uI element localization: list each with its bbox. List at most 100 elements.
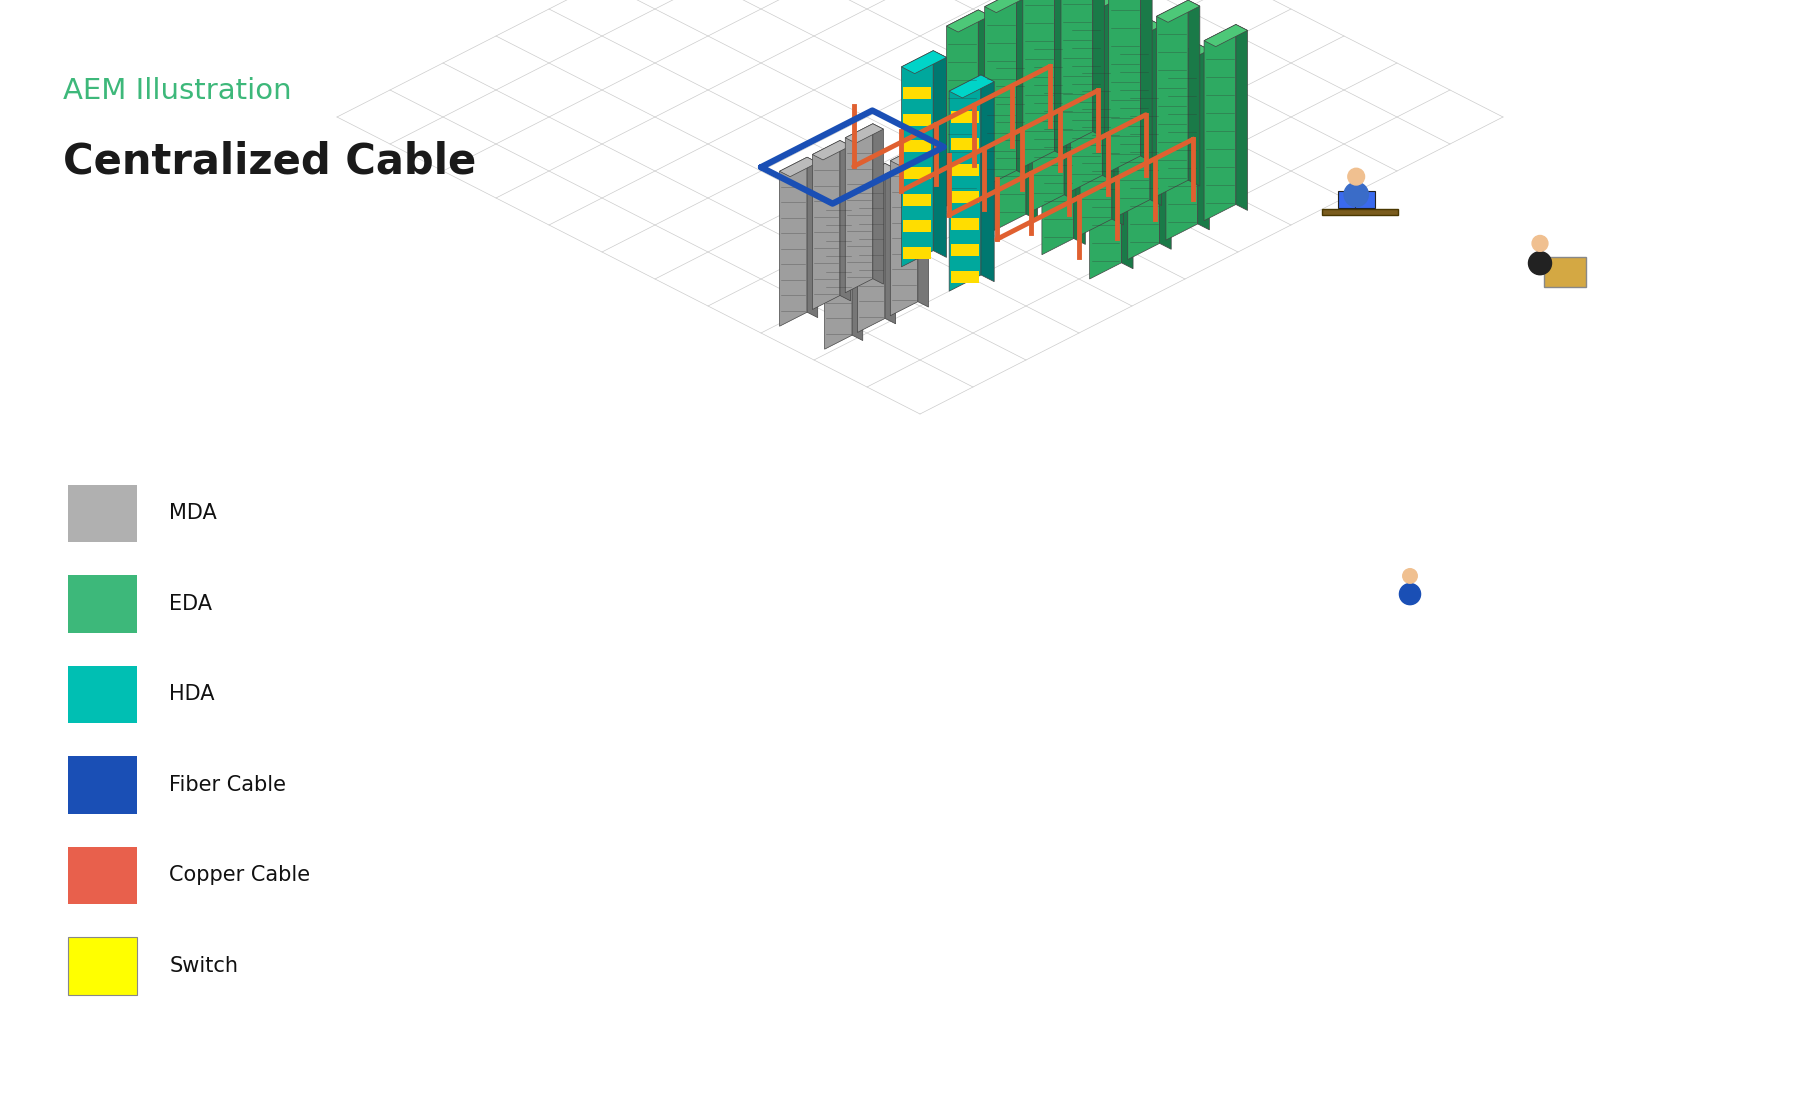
FancyBboxPatch shape: [68, 575, 137, 633]
Polygon shape: [886, 163, 896, 323]
Polygon shape: [1129, 63, 1172, 85]
Polygon shape: [949, 75, 981, 291]
FancyBboxPatch shape: [68, 756, 137, 814]
Polygon shape: [841, 140, 851, 301]
Polygon shape: [891, 147, 918, 316]
Circle shape: [1345, 182, 1368, 206]
FancyBboxPatch shape: [68, 847, 137, 904]
Polygon shape: [1071, 0, 1114, 18]
Polygon shape: [1042, 59, 1073, 255]
Polygon shape: [1042, 59, 1085, 81]
Polygon shape: [1102, 0, 1114, 181]
Polygon shape: [1071, 0, 1102, 191]
Polygon shape: [904, 140, 931, 152]
FancyBboxPatch shape: [68, 666, 137, 723]
Circle shape: [1399, 584, 1420, 605]
Polygon shape: [1080, 39, 1112, 235]
Polygon shape: [779, 157, 817, 177]
Polygon shape: [1166, 44, 1210, 66]
Polygon shape: [1017, 0, 1028, 177]
Text: MDA: MDA: [169, 503, 218, 523]
FancyBboxPatch shape: [1321, 209, 1399, 215]
Circle shape: [1528, 252, 1552, 275]
Polygon shape: [904, 87, 931, 99]
Polygon shape: [824, 180, 862, 200]
Polygon shape: [1166, 44, 1197, 240]
Polygon shape: [904, 167, 931, 179]
Polygon shape: [1112, 39, 1123, 225]
Polygon shape: [1089, 83, 1132, 105]
Polygon shape: [1159, 63, 1172, 250]
FancyBboxPatch shape: [68, 937, 137, 995]
Polygon shape: [857, 163, 896, 183]
Text: Fiber Cable: Fiber Cable: [169, 775, 286, 795]
Polygon shape: [904, 114, 931, 126]
Polygon shape: [1089, 83, 1121, 279]
Polygon shape: [873, 124, 884, 284]
Polygon shape: [947, 10, 979, 206]
FancyBboxPatch shape: [1544, 257, 1586, 287]
Polygon shape: [891, 147, 929, 166]
Polygon shape: [1197, 44, 1210, 230]
Circle shape: [1348, 168, 1364, 185]
Polygon shape: [932, 51, 947, 257]
Polygon shape: [950, 164, 979, 177]
Polygon shape: [1156, 0, 1188, 197]
Polygon shape: [904, 220, 931, 232]
Polygon shape: [1033, 14, 1064, 211]
Polygon shape: [1026, 34, 1037, 220]
Polygon shape: [950, 217, 979, 230]
Polygon shape: [1118, 20, 1161, 42]
Polygon shape: [950, 244, 979, 256]
Polygon shape: [846, 124, 873, 293]
Polygon shape: [918, 147, 929, 307]
Polygon shape: [904, 247, 931, 258]
Polygon shape: [1093, 0, 1105, 138]
Polygon shape: [950, 272, 979, 283]
Polygon shape: [902, 51, 947, 74]
Text: Switch: Switch: [169, 956, 238, 976]
Polygon shape: [779, 157, 806, 327]
Polygon shape: [950, 138, 979, 150]
Polygon shape: [1033, 14, 1076, 36]
Polygon shape: [1022, 0, 1055, 167]
Polygon shape: [1064, 14, 1076, 201]
Polygon shape: [1129, 63, 1159, 259]
Circle shape: [1532, 235, 1548, 252]
Polygon shape: [904, 193, 931, 205]
Text: EDA: EDA: [169, 594, 212, 614]
Polygon shape: [851, 180, 862, 340]
Polygon shape: [902, 51, 932, 267]
FancyBboxPatch shape: [1355, 191, 1375, 208]
Polygon shape: [824, 180, 851, 349]
Polygon shape: [949, 75, 994, 98]
Polygon shape: [1188, 0, 1201, 187]
Polygon shape: [1060, 0, 1093, 148]
Text: AEM Illustration: AEM Illustration: [63, 77, 292, 105]
Circle shape: [1402, 569, 1417, 583]
Polygon shape: [950, 112, 979, 124]
FancyBboxPatch shape: [68, 485, 137, 542]
Polygon shape: [1204, 24, 1247, 46]
Polygon shape: [947, 10, 990, 32]
Polygon shape: [806, 157, 817, 318]
Polygon shape: [1121, 83, 1132, 268]
Polygon shape: [1080, 39, 1123, 61]
Text: Copper Cable: Copper Cable: [169, 866, 310, 885]
Polygon shape: [812, 140, 841, 309]
Polygon shape: [1109, 0, 1141, 172]
Polygon shape: [1237, 24, 1247, 211]
Polygon shape: [979, 10, 990, 195]
Text: Centralized Cable: Centralized Cable: [63, 140, 477, 182]
Polygon shape: [985, 0, 1017, 187]
Polygon shape: [1156, 0, 1201, 22]
FancyBboxPatch shape: [1337, 191, 1357, 208]
Polygon shape: [950, 191, 979, 203]
Polygon shape: [1118, 20, 1150, 215]
Polygon shape: [994, 34, 1026, 231]
Text: HDA: HDA: [169, 684, 214, 704]
Polygon shape: [857, 163, 886, 332]
Polygon shape: [1141, 0, 1152, 162]
Polygon shape: [1150, 20, 1161, 205]
Polygon shape: [846, 124, 884, 144]
